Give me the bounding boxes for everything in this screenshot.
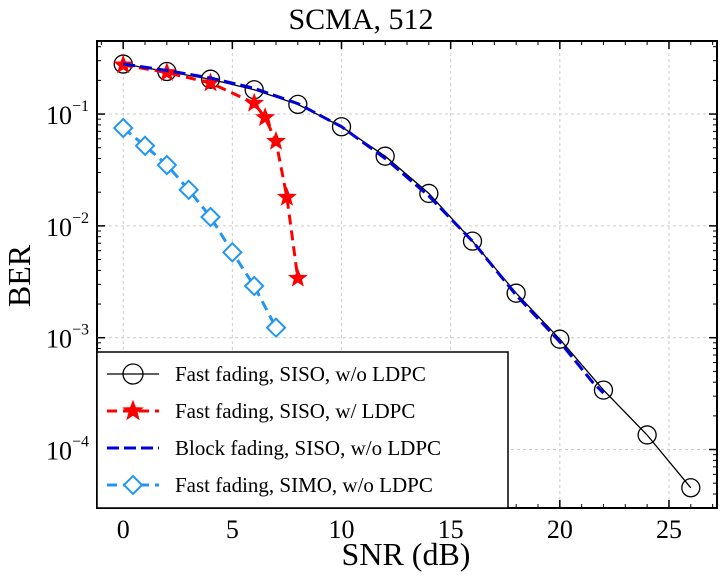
data-point-circle	[288, 94, 308, 115]
data-point-star	[244, 92, 265, 112]
y-tick-label: 10−3	[46, 322, 89, 354]
data-point-circle	[122, 363, 144, 385]
legend-label: Fast fading, SISO, w/ LDPC	[175, 399, 415, 423]
data-point-star	[255, 107, 276, 127]
legend: Fast fading, SISO, w/o LDPC Fast fading, …	[96, 351, 509, 509]
data-point-diamond	[221, 241, 243, 263]
x-tick-label: 25	[656, 515, 682, 544]
series-line	[122, 126, 278, 329]
y-tick-label: 10−1	[46, 98, 89, 130]
y-axis-label: BER	[1, 244, 37, 307]
data-point-diamond	[122, 474, 144, 496]
data-point-diamond	[243, 275, 265, 297]
data-point-star	[277, 186, 297, 206]
data-point-diamond	[200, 206, 221, 228]
series-line	[122, 63, 300, 279]
data-point-circle	[462, 231, 483, 251]
y-tick-label: 10−4	[46, 434, 89, 466]
data-point-star	[266, 130, 286, 150]
data-point-circle	[375, 146, 395, 166]
data-point-diamond	[178, 179, 200, 201]
legend-box	[96, 351, 509, 509]
data-point-circle	[637, 425, 657, 445]
legend-label: Block fading, SISO, w/o LDPC	[175, 436, 441, 460]
legend-entry-2: Fast fading, SISO, w/ LDPC	[107, 399, 415, 423]
data-point-circle	[593, 380, 614, 400]
y-tick-label: 10−2	[46, 210, 89, 242]
x-axis-label: SNR (dB)	[342, 536, 471, 572]
series-layer	[112, 54, 701, 498]
series-line	[122, 62, 605, 395]
data-point-circle	[506, 283, 526, 303]
data-point-circle	[200, 69, 221, 89]
x-tick-label: 5	[226, 515, 239, 544]
legend-label: Fast fading, SIMO, w/o LDPC	[175, 473, 433, 497]
x-tick-label: 0	[117, 515, 130, 544]
data-point-circle	[331, 117, 352, 137]
series-4	[112, 117, 287, 339]
data-point-diamond	[112, 117, 134, 139]
data-point-diamond	[134, 135, 156, 157]
legend-entry-4: Fast fading, SIMO, w/o LDPC	[107, 473, 433, 497]
data-point-circle	[681, 478, 701, 498]
series-3	[122, 62, 605, 395]
legend-entry-1: Fast fading, SISO, w/o LDPC	[107, 362, 426, 386]
chart-title: SCMA, 512	[288, 3, 433, 36]
data-point-circle	[419, 183, 439, 204]
data-point-star	[287, 267, 308, 287]
x-tick-label: 15	[438, 515, 464, 544]
data-point-circle	[550, 329, 570, 349]
data-point-diamond	[156, 154, 178, 176]
x-tick-label: 10	[329, 515, 355, 544]
data-point-star	[122, 399, 144, 421]
series-2	[113, 54, 308, 287]
legend-label: Fast fading, SISO, w/o LDPC	[175, 362, 426, 386]
x-tick-label: 20	[547, 515, 573, 544]
data-point-diamond	[265, 317, 287, 339]
legend-entry-3: Block fading, SISO, w/o LDPC	[107, 436, 441, 460]
